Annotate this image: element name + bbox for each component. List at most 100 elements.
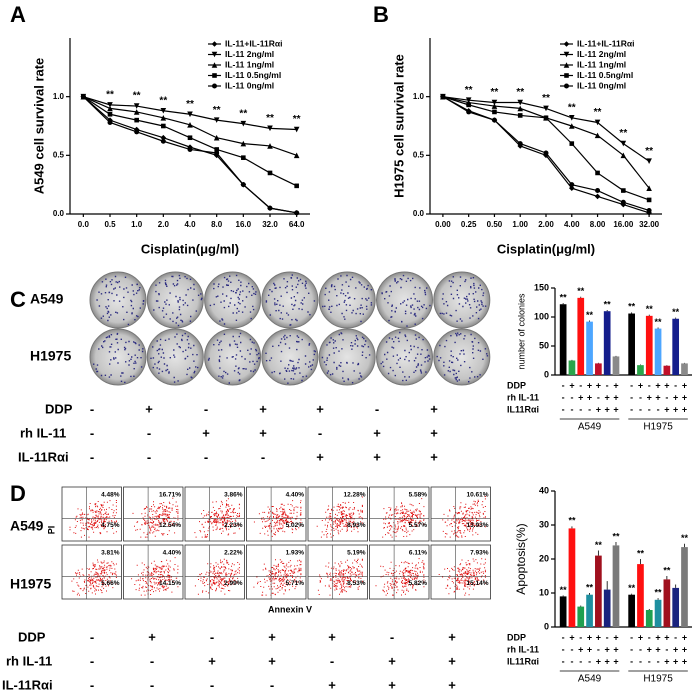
legend-marker xyxy=(211,51,218,58)
condition-sign: - xyxy=(674,380,677,390)
condition-sign: + xyxy=(388,653,396,668)
y-tick-label: 1.0 xyxy=(53,92,65,101)
condition-sign: + xyxy=(328,677,336,692)
x-tick-label: 64.0 xyxy=(289,220,305,229)
condition-sign: - xyxy=(270,677,274,692)
significance: ** xyxy=(637,548,645,558)
condition-sign: + xyxy=(259,401,267,416)
significance: ** xyxy=(619,128,627,139)
marker xyxy=(107,105,113,112)
condition-sign: - xyxy=(606,380,609,390)
y-tick-label: 0.5 xyxy=(413,150,425,159)
y-tick-label: 1.0 xyxy=(413,92,425,101)
legend-label: IL-11 1ng/ml xyxy=(577,59,626,69)
condition-sign: + xyxy=(268,653,276,668)
condition-sign: + xyxy=(647,644,652,654)
quadrant-percent: 5.19% xyxy=(347,550,366,557)
plate xyxy=(146,271,204,329)
condition-sign: - xyxy=(648,380,651,390)
quadrant-percent: 4.75% xyxy=(101,522,120,529)
condition-sign: - xyxy=(648,656,651,666)
marker xyxy=(440,94,446,100)
x-tick-label: 0.50 xyxy=(487,220,503,229)
quadrant-percent: 7.93% xyxy=(470,550,489,557)
marker xyxy=(621,188,626,193)
marker xyxy=(646,158,652,164)
quadrant-percent: 5.02% xyxy=(286,522,305,529)
condition-sign: - xyxy=(630,632,633,642)
bar xyxy=(663,365,671,375)
marker xyxy=(107,111,113,117)
condition-sign: - xyxy=(597,644,600,654)
bar xyxy=(586,594,593,627)
condition-sign: + xyxy=(605,392,610,402)
y-tick-label: 0 xyxy=(544,621,549,631)
marker xyxy=(568,123,575,129)
group-label: H1975 xyxy=(643,422,673,433)
legend-marker xyxy=(211,62,218,68)
condition-sign: + xyxy=(373,425,381,440)
significance: ** xyxy=(672,307,680,317)
legend-marker xyxy=(211,41,218,47)
condition-sign: - xyxy=(588,656,591,666)
marker xyxy=(646,185,652,191)
x-tick-label: 32.00 xyxy=(639,220,660,229)
marker xyxy=(595,170,600,176)
flow-events xyxy=(194,558,240,595)
y-axis-label: number of colonies xyxy=(516,293,526,370)
bar xyxy=(612,545,620,627)
significance: ** xyxy=(663,565,671,575)
x-axis-label: Annexin V xyxy=(268,604,312,614)
condition-sign: + xyxy=(388,677,396,692)
significance: ** xyxy=(628,583,636,593)
colonies xyxy=(380,331,431,382)
quadrant-percent: 1.93% xyxy=(286,550,305,557)
condition-sign: + xyxy=(328,629,336,644)
condition-label: rh IL-11 xyxy=(20,425,66,440)
condition-sign: - xyxy=(674,632,677,642)
condition-sign: - xyxy=(261,449,265,464)
condition-sign: - xyxy=(648,632,651,642)
condition-sign: + xyxy=(647,392,652,402)
marker xyxy=(491,103,498,109)
significance: ** xyxy=(133,91,141,102)
x-tick-label: 32.0 xyxy=(262,220,278,229)
legend-label: IL-11 2ng/ml xyxy=(577,49,626,59)
marker xyxy=(80,94,86,100)
condition-sign: - xyxy=(90,653,94,668)
marker xyxy=(568,114,575,121)
condition-sign: + xyxy=(655,380,660,390)
legend-label: IL-11+IL-11Rαi xyxy=(577,38,634,48)
significance: ** xyxy=(594,107,602,118)
y-tick-label: 0.5 xyxy=(53,150,65,159)
flow-plot xyxy=(184,486,245,542)
condition-sign: - xyxy=(630,644,633,654)
series-line xyxy=(83,96,297,187)
x-tick-label: 0.25 xyxy=(461,220,477,229)
condition-sign: - xyxy=(150,653,154,668)
condition-sign: - xyxy=(665,392,668,402)
condition-sign: + xyxy=(430,449,438,464)
plate xyxy=(433,328,491,386)
marker xyxy=(267,143,273,149)
marker xyxy=(267,170,273,176)
bar xyxy=(586,321,593,375)
plate xyxy=(261,328,319,386)
significance: ** xyxy=(516,87,524,98)
quadrant-percent: 2.22% xyxy=(224,550,243,557)
legend-marker xyxy=(212,83,217,89)
bar xyxy=(672,587,680,627)
condition-sign: + xyxy=(673,644,678,654)
significance: ** xyxy=(542,93,550,104)
plate xyxy=(204,271,262,329)
condition-sign: + xyxy=(596,632,601,642)
plate xyxy=(376,271,433,329)
condition-sign: + xyxy=(596,380,601,390)
condition-sign: - xyxy=(90,629,94,644)
condition-sign: + xyxy=(596,404,601,414)
marker xyxy=(294,183,299,189)
condition-label: DDP xyxy=(45,401,73,416)
condition-sign: - xyxy=(562,404,565,414)
legend-label: IL-11 1ng/ml xyxy=(225,59,274,69)
condition-sign: + xyxy=(145,401,153,416)
